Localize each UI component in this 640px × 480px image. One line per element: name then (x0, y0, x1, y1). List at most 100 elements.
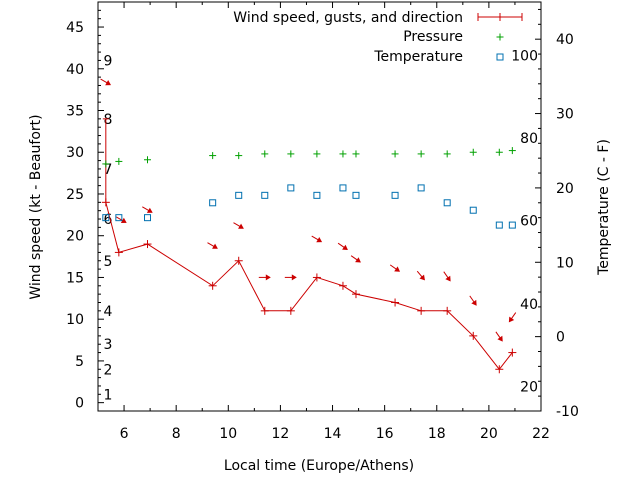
temperature-point (391, 191, 399, 199)
wind-direction-arrow (469, 295, 477, 306)
temperature-point (115, 214, 123, 222)
wind-direction-arrow (389, 264, 401, 272)
pressure-point (102, 160, 110, 168)
x-axis-label: Local time (Europe/Athens) (224, 458, 414, 474)
temperature-point (287, 184, 295, 192)
wind-point (234, 256, 243, 265)
wind-direction-arrow (337, 242, 348, 251)
legend-swatch-wind (477, 13, 523, 21)
pressure-point (508, 147, 516, 155)
pressure-point (313, 150, 321, 158)
wind-point (469, 331, 478, 340)
temperature-point (313, 191, 321, 199)
wind-point (260, 306, 269, 315)
y2-axis-label: Temperature (C - F) (596, 139, 612, 276)
y-tick-label: 25 (66, 187, 84, 203)
arrow-head (238, 223, 244, 229)
fahrenheit-label: 60 (520, 214, 538, 230)
y-tick-label: 45 (66, 20, 84, 36)
y2-tick-label: 30 (556, 107, 574, 123)
wind-direction-arrow (100, 78, 111, 86)
y2-tick-label: 0 (556, 330, 565, 346)
y2-tick-label: 10 (556, 255, 574, 271)
y-tick-label: 40 (66, 62, 84, 78)
y-tick-label: 35 (66, 104, 84, 120)
wind-direction-arrow (233, 222, 244, 229)
legend-swatch-pressure (496, 33, 504, 41)
arrow-head (212, 243, 218, 249)
temperature-point (102, 214, 110, 222)
wind-point (338, 281, 347, 290)
pressure-point (209, 152, 217, 160)
wind-line (105, 202, 513, 371)
x-tick-label: 12 (271, 426, 289, 442)
temperature-point (209, 199, 217, 207)
wind-direction-arrow (495, 331, 503, 342)
wind-point (208, 281, 217, 290)
y2-tick-label: 40 (556, 32, 574, 48)
x-tick-label: 18 (428, 426, 446, 442)
pressure-point (443, 150, 451, 158)
wind-point (351, 290, 360, 299)
pressure-point (115, 157, 123, 165)
y-axis-label: Wind speed (kt - Beaufort) (28, 114, 44, 299)
pressure-point (495, 148, 503, 156)
wind-direction-arrow (311, 235, 323, 243)
y2-tick-label: -10 (556, 404, 579, 420)
pressure-point (469, 148, 477, 156)
temperature-point (261, 191, 269, 199)
y-tick-label: 30 (66, 145, 84, 161)
legend-item-wind: Wind speed, gusts, and direction (233, 10, 523, 26)
x-tick-label: 22 (532, 426, 550, 442)
temperature-point (443, 199, 451, 207)
temperature-point (469, 206, 477, 214)
fahrenheit-label: 100 (511, 49, 538, 65)
wind-point (391, 298, 400, 307)
wind-direction-arrow (207, 242, 218, 249)
pressure-point (352, 150, 360, 158)
axis-ticks: 6 8 10 12 14 16 18 20 22051015202530354045-10010… (66, 2, 579, 442)
wind-point (508, 348, 517, 357)
x-tick-label: 20 (480, 426, 498, 442)
wind-point (286, 306, 295, 315)
y-tick-label: 0 (75, 396, 84, 412)
fahrenheit-label: 40 (520, 297, 538, 313)
legend-label-wind: Wind speed, gusts, and direction (233, 10, 463, 26)
wind-direction-arrow (508, 312, 517, 323)
pressure-point (261, 150, 269, 158)
fahrenheit-label: 80 (520, 131, 538, 147)
arrow-head (471, 299, 477, 306)
arrow-head (394, 266, 401, 272)
beaufort-label: 6 (104, 212, 113, 228)
arrow-head (105, 80, 111, 86)
arrow-head (316, 237, 323, 243)
temperature-point (144, 214, 152, 222)
temperature-point (495, 221, 503, 229)
wind-point (495, 365, 504, 374)
pressure-point (417, 150, 425, 158)
pressure-point (391, 150, 399, 158)
x-tick-label: 14 (324, 426, 342, 442)
legend: Wind speed, gusts, and direction Pressur… (233, 10, 523, 65)
plot-marks: 1 2 3 4 5 6 7 8 9 20 40 60 80 100 (100, 49, 538, 403)
temperature-point (352, 191, 360, 199)
wind-point (114, 248, 123, 257)
arrow-head (497, 335, 503, 342)
arrow-head (419, 274, 425, 281)
legend-item-temperature: Temperature (373, 49, 504, 65)
beaufort-label: 1 (104, 387, 113, 403)
beaufort-label: 4 (104, 304, 113, 320)
legend-marker (496, 13, 504, 21)
arrow-head (146, 207, 153, 213)
beaufort-label: 9 (104, 53, 113, 69)
plot-frame (97, 1, 542, 412)
beaufort-label: 7 (104, 162, 113, 178)
wind-direction-arrow (116, 216, 127, 223)
legend-item-pressure: Pressure (403, 29, 504, 45)
wind-direction-arrow (258, 274, 271, 281)
beaufort-label: 5 (104, 254, 113, 270)
wind-point (443, 306, 452, 315)
legend-label-pressure: Pressure (403, 29, 463, 45)
pressure-point (144, 156, 152, 164)
